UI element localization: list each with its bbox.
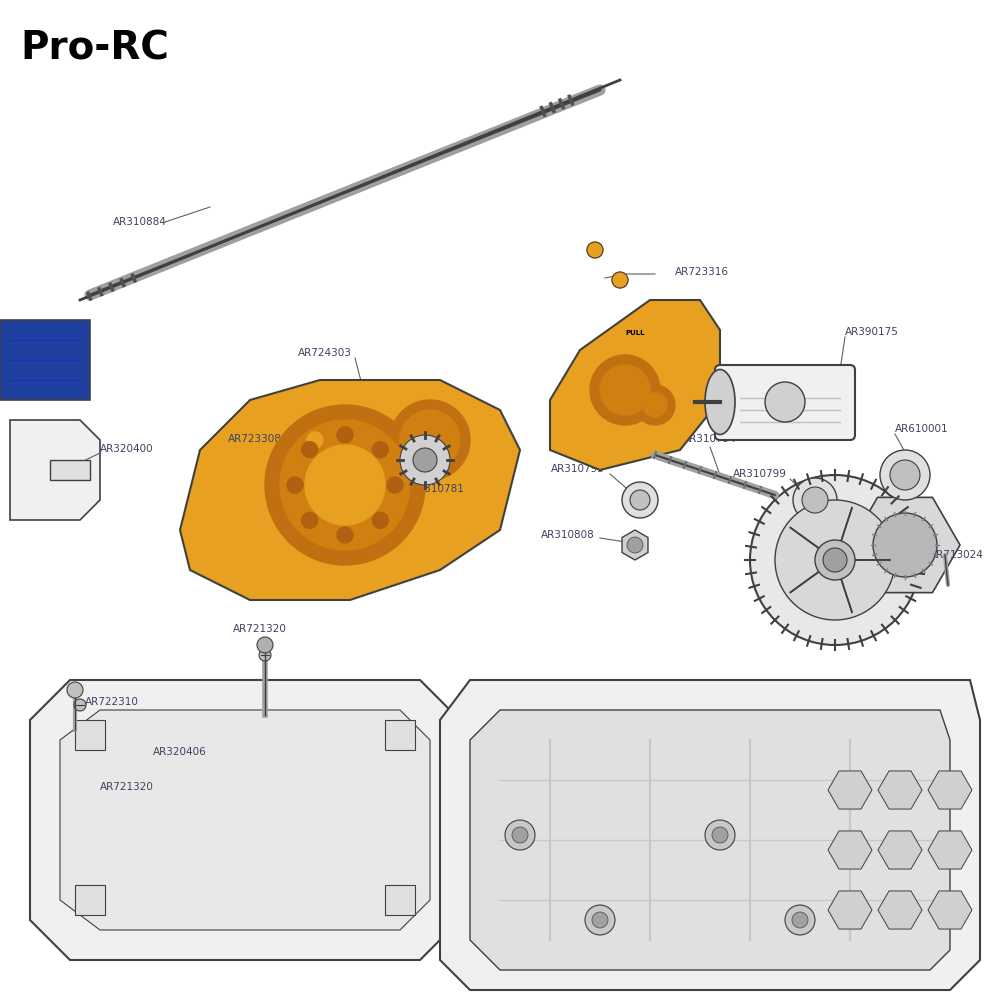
Circle shape: [302, 512, 318, 528]
Text: AR310790: AR310790: [795, 584, 849, 594]
Circle shape: [612, 272, 628, 288]
Polygon shape: [0, 320, 90, 400]
Circle shape: [622, 482, 658, 518]
Text: AR721320: AR721320: [100, 782, 154, 792]
Circle shape: [873, 513, 937, 577]
Circle shape: [793, 478, 837, 522]
Text: AR723308: AR723308: [228, 434, 282, 444]
Text: AR722310: AR722310: [85, 697, 139, 707]
Circle shape: [505, 820, 535, 850]
Circle shape: [643, 393, 667, 417]
Circle shape: [815, 540, 855, 580]
Ellipse shape: [705, 369, 735, 434]
Text: AR310808: AR310808: [541, 530, 595, 540]
Polygon shape: [550, 300, 720, 470]
Text: Pro-RC: Pro-RC: [20, 30, 169, 68]
Text: AR723316: AR723316: [675, 267, 729, 277]
Text: PRO-RC: PRO-RC: [273, 496, 487, 544]
Circle shape: [802, 487, 828, 513]
Polygon shape: [60, 710, 430, 930]
Polygon shape: [878, 771, 922, 809]
Polygon shape: [928, 771, 972, 809]
FancyBboxPatch shape: [715, 365, 855, 440]
Circle shape: [337, 427, 353, 443]
Circle shape: [765, 382, 805, 422]
Circle shape: [265, 405, 425, 565]
Circle shape: [305, 445, 385, 525]
Circle shape: [627, 537, 643, 553]
Circle shape: [592, 912, 608, 928]
Circle shape: [287, 477, 303, 493]
Text: AR310383: AR310383: [358, 457, 412, 467]
Bar: [385, 720, 415, 750]
Text: AR724303: AR724303: [298, 348, 352, 358]
Circle shape: [630, 490, 650, 510]
Circle shape: [750, 475, 920, 645]
Text: AR320400: AR320400: [100, 444, 154, 454]
Circle shape: [585, 905, 615, 935]
Circle shape: [890, 460, 920, 490]
Polygon shape: [850, 497, 960, 593]
Circle shape: [400, 435, 450, 485]
Circle shape: [307, 432, 323, 448]
Circle shape: [712, 827, 728, 843]
Polygon shape: [180, 380, 520, 600]
Text: AR310789: AR310789: [860, 554, 914, 564]
Polygon shape: [50, 460, 90, 480]
Circle shape: [400, 410, 460, 470]
Polygon shape: [10, 420, 100, 520]
Polygon shape: [30, 680, 460, 960]
Circle shape: [635, 385, 675, 425]
Text: AR721320: AR721320: [233, 624, 287, 634]
Text: AR310799: AR310799: [733, 469, 787, 479]
Polygon shape: [878, 831, 922, 869]
Polygon shape: [928, 831, 972, 869]
Circle shape: [67, 682, 83, 698]
Circle shape: [259, 649, 271, 661]
Circle shape: [257, 637, 273, 653]
Polygon shape: [622, 530, 648, 560]
Text: AR310793: AR310793: [551, 464, 605, 474]
Circle shape: [413, 448, 437, 472]
Bar: [75, 885, 105, 915]
Polygon shape: [828, 831, 872, 869]
Text: AR310884: AR310884: [113, 217, 167, 227]
Circle shape: [74, 699, 86, 711]
Circle shape: [337, 527, 353, 543]
Circle shape: [823, 548, 847, 572]
Circle shape: [390, 400, 470, 480]
Polygon shape: [470, 710, 950, 970]
Polygon shape: [928, 891, 972, 929]
Circle shape: [590, 355, 660, 425]
Text: AR310781: AR310781: [411, 484, 465, 494]
Circle shape: [280, 420, 410, 550]
Polygon shape: [828, 891, 872, 929]
Text: PULL: PULL: [625, 330, 645, 336]
Circle shape: [785, 905, 815, 935]
Text: AR320406: AR320406: [153, 747, 207, 757]
Circle shape: [705, 820, 735, 850]
Circle shape: [512, 827, 528, 843]
Circle shape: [372, 442, 388, 458]
Text: AR310794: AR310794: [683, 434, 737, 444]
Circle shape: [302, 442, 318, 458]
Polygon shape: [878, 891, 922, 929]
Bar: [385, 885, 415, 915]
Polygon shape: [828, 771, 872, 809]
Text: AR390175: AR390175: [845, 327, 899, 337]
Circle shape: [387, 477, 403, 493]
Text: AR713024: AR713024: [930, 550, 984, 560]
Bar: [75, 720, 105, 750]
Text: AR610001: AR610001: [895, 424, 949, 434]
Circle shape: [372, 512, 388, 528]
Circle shape: [600, 365, 650, 415]
Polygon shape: [440, 680, 980, 990]
Circle shape: [775, 500, 895, 620]
Circle shape: [587, 242, 603, 258]
Circle shape: [792, 912, 808, 928]
Circle shape: [880, 450, 930, 500]
